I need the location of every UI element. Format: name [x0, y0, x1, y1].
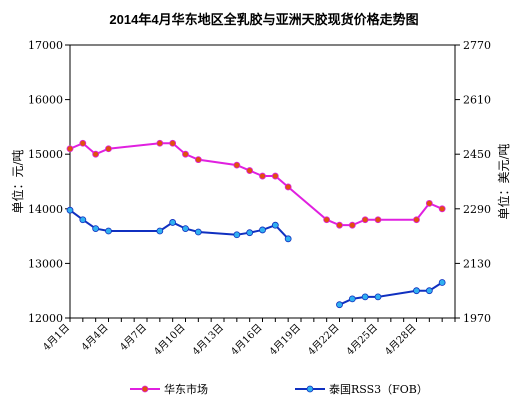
- series-0-point: [92, 150, 100, 158]
- legend-swatch-marker: [141, 385, 149, 393]
- series-1-point: [374, 293, 382, 301]
- series-1-point: [233, 231, 241, 239]
- series-1-point: [348, 295, 356, 303]
- series-0-point: [323, 216, 331, 224]
- series-0-point: [246, 167, 254, 174]
- x-tick-label: 4月28日: [382, 322, 418, 358]
- chart-title: 2014年4月华东地区全乳胶与亚洲天胶现货价格走势图: [109, 12, 418, 27]
- plot-area: [69, 44, 456, 319]
- series-1-point: [79, 216, 87, 224]
- series-0-point: [259, 172, 266, 180]
- left-tick-label: 16000: [28, 94, 63, 107]
- series-1-point: [182, 225, 189, 232]
- series-1-point: [284, 235, 292, 243]
- series-0-point: [361, 216, 369, 224]
- series-1-point: [105, 227, 112, 235]
- series-1-point: [66, 206, 74, 214]
- series-0-point: [156, 139, 164, 147]
- legend-label: 泰国RSS3（FOB）: [329, 382, 428, 396]
- series-0-point: [182, 150, 189, 158]
- series-0-point: [348, 221, 356, 229]
- right-y-axis: 1970 2130 2290 2450 2610 2770: [455, 39, 491, 325]
- x-tick-label: 4月7日: [117, 322, 149, 354]
- y-axis-label-right: 单位：美元/吨: [496, 143, 511, 219]
- left-tick-label: 13000: [28, 257, 63, 270]
- legend-swatch-marker: [306, 385, 314, 393]
- series-1-point: [259, 226, 266, 234]
- right-tick-label: 2610: [463, 94, 491, 107]
- series-1-point: [271, 221, 279, 229]
- x-tick-label: 4月16日: [228, 322, 264, 358]
- series-1-line-a: [69, 209, 289, 240]
- series-0-point: [79, 139, 87, 147]
- x-tick-label: 4月4日: [79, 322, 111, 354]
- series-0-point: [105, 145, 112, 153]
- plot-border: [69, 44, 456, 319]
- legend-label: 华东市场: [164, 382, 208, 396]
- right-tick-label: 1970: [463, 312, 491, 325]
- series-1-point: [438, 279, 446, 286]
- series-0-point: [66, 145, 74, 153]
- right-tick-label: 2770: [463, 39, 491, 52]
- series-0-point: [425, 199, 433, 207]
- left-tick-label: 17000: [28, 39, 63, 52]
- right-tick-label: 2450: [463, 148, 491, 161]
- series-0-point: [169, 139, 177, 147]
- left-tick-label: 12000: [28, 312, 63, 325]
- series-1-point: [156, 227, 164, 235]
- x-tick-label: 4月1日: [40, 322, 72, 354]
- series-1-point: [169, 219, 177, 226]
- series-0-point: [194, 156, 202, 164]
- x-tick-label: 4月19日: [267, 322, 303, 358]
- series-1-point: [336, 301, 343, 309]
- series-1-point: [246, 229, 254, 237]
- series-0-point: [284, 183, 292, 191]
- series-1-point: [194, 228, 202, 236]
- series-1-point: [92, 225, 100, 232]
- left-tick-label: 15000: [28, 148, 63, 161]
- series-1-line-b: [339, 281, 443, 306]
- left-tick-label: 14000: [28, 203, 63, 216]
- y-axis-label-left: 单位：元/吨: [10, 149, 25, 213]
- left-y-axis: 12000 13000 14000 15000 16000 17000: [28, 39, 70, 325]
- series-0-point: [336, 221, 343, 229]
- right-tick-label: 2130: [463, 257, 491, 270]
- series-0-point: [374, 216, 382, 224]
- x-tick-label: 4月22日: [305, 322, 341, 358]
- series-0-point: [413, 216, 420, 224]
- x-axis: 4月1日 4月4日 4月7日 4月10日 4月13日 4月16日 4月19日 4月22日 4月2…: [40, 318, 456, 358]
- series-layer: [66, 139, 446, 309]
- legend: 华东市场 泰国RSS3（FOB）: [130, 382, 428, 396]
- series-0-point: [438, 205, 446, 213]
- series-1-point: [425, 287, 433, 295]
- series-0-point: [271, 172, 279, 180]
- series-0-line-a: [69, 142, 443, 227]
- x-tick-label: 4月10日: [151, 322, 187, 358]
- x-tick-label: 4月13日: [190, 322, 226, 358]
- series-1-point: [361, 293, 369, 301]
- series-1-point: [413, 287, 420, 295]
- right-tick-label: 2290: [463, 203, 491, 216]
- series-0-point: [233, 161, 241, 169]
- x-tick-label: 4月25日: [344, 322, 380, 358]
